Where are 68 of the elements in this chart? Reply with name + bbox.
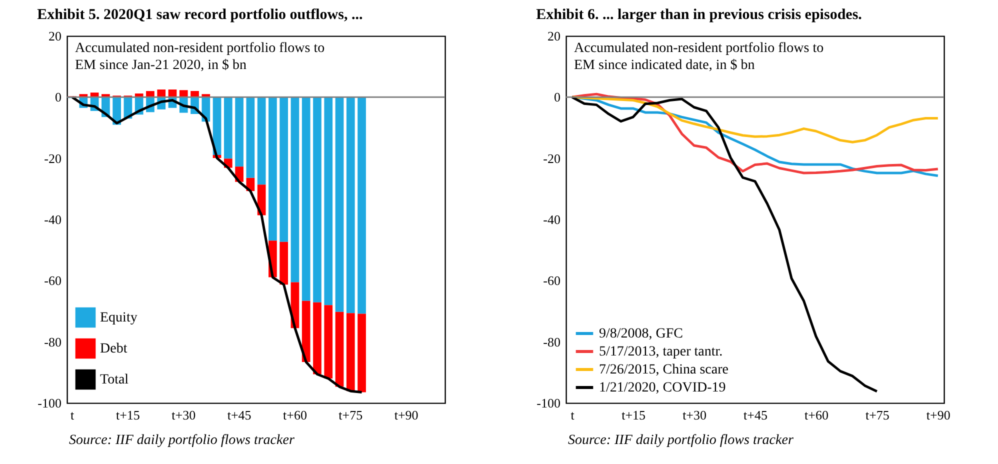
line-series — [570, 96, 878, 393]
x-tick-label: t+75 — [865, 408, 890, 422]
bar — [179, 90, 188, 98]
legend-label: 5/17/2013, taper tantr. — [599, 344, 723, 360]
bar — [358, 97, 366, 314]
y-tick-label: 20 — [48, 28, 62, 44]
y-tick-label: -20 — [543, 150, 560, 166]
x-tick-label: t+30 — [682, 408, 707, 422]
legend-label: 7/26/2015, China scare — [599, 362, 728, 378]
y-tick-label: -60 — [543, 273, 560, 288]
bar — [235, 97, 244, 167]
bar — [335, 97, 344, 312]
legend-label: Debt — [100, 342, 128, 356]
source-note: Source: IIF daily portfolio flows tracker — [568, 433, 794, 448]
x-tick-label: t+30 — [172, 408, 196, 422]
legend-label: 9/8/2008, GFC — [599, 326, 684, 342]
x-tick-label: t+15 — [116, 408, 140, 422]
y-tick-label: -80 — [44, 334, 62, 350]
chart-title: Exhibit 6. ... larger than in previous crisis episodes. — [536, 7, 862, 23]
x-tick-label: t+90 — [394, 408, 418, 422]
bar — [302, 300, 310, 362]
x-tick-label: t — [570, 408, 575, 422]
x-tick-label: t — [70, 408, 74, 422]
bar — [324, 305, 333, 379]
y-tick-label: -60 — [44, 273, 62, 288]
bar — [280, 97, 288, 242]
line-series — [570, 96, 940, 144]
bar — [346, 313, 355, 392]
y-tick-label: 0 — [554, 90, 560, 105]
legend-label: Equity — [100, 310, 138, 326]
y-tick-label: -100 — [536, 396, 560, 410]
bar — [290, 97, 300, 282]
x-tick-label: t+45 — [744, 408, 768, 422]
text: Accumulated non-resident portfolio flows to EM since indicated date, in $ bn — [574, 41, 824, 73]
text: Accumulated non-resident portfolio flows to EM since Jan-21 2020, in $ bn — [75, 41, 325, 73]
legend-label: Total — [100, 372, 129, 388]
bar — [268, 97, 277, 241]
source-note: Source: IIF daily portfolio flows tracker — [69, 433, 295, 448]
bar — [358, 314, 366, 392]
y-tick-label: 0 — [55, 90, 62, 105]
bar — [280, 242, 288, 285]
bar — [324, 97, 333, 306]
x-tick-label: t+90 — [926, 408, 950, 422]
y-tick-label: -20 — [44, 150, 62, 166]
x-tick-label: t+45 — [227, 408, 252, 422]
x-tick-label: t+15 — [622, 408, 646, 422]
y-tick-label: -100 — [38, 396, 62, 410]
bar — [302, 97, 310, 301]
y-tick-label: -40 — [543, 212, 560, 227]
bar — [146, 91, 154, 98]
bar — [313, 302, 322, 374]
y-tick-label: 20 — [548, 28, 560, 44]
bar — [335, 312, 344, 387]
y-tick-label: -80 — [543, 334, 560, 350]
bar — [224, 97, 232, 159]
y-tick-label: -40 — [44, 212, 62, 227]
bar — [190, 91, 199, 98]
bar — [346, 97, 355, 314]
line-series — [71, 96, 364, 394]
x-tick-label: t+60 — [804, 408, 828, 422]
x-tick-label: t+60 — [282, 408, 307, 422]
bar — [246, 97, 255, 178]
x-tick-label: t+75 — [338, 408, 363, 422]
bar — [313, 97, 322, 302]
bar — [257, 97, 266, 185]
bar — [157, 90, 166, 98]
legend-label: 1/21/2020, COVID-19 — [599, 380, 726, 396]
chart-title: Exhibit 5. 2020Q1 saw record portfolio outflows, ... — [37, 7, 363, 23]
